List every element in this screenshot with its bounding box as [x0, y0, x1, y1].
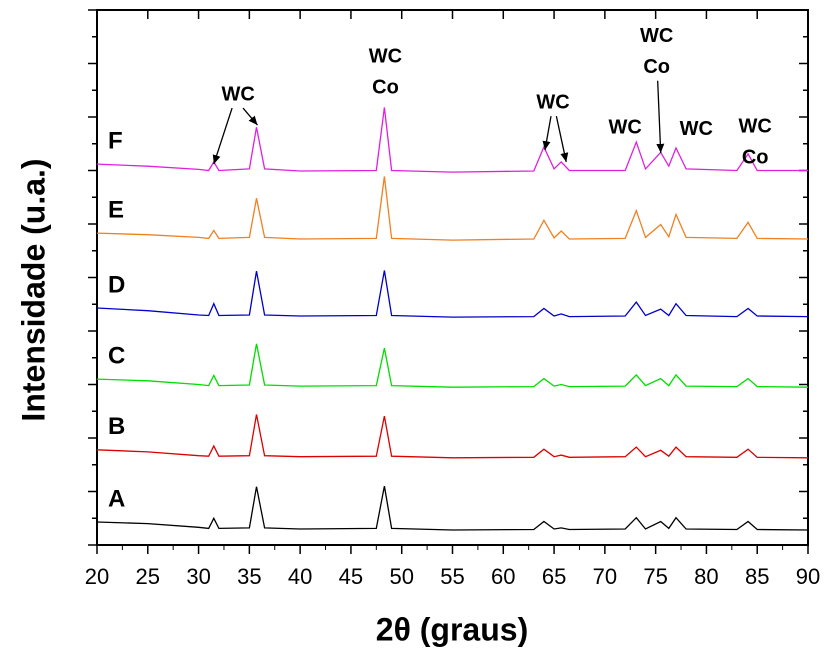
- series-line: [96, 343, 809, 388]
- annotation-arrow: [656, 80, 665, 153]
- x-tick-label: 45: [339, 564, 363, 589]
- x-tick-label: 25: [136, 564, 160, 589]
- series-line: [96, 176, 809, 241]
- annotation: WC: [680, 118, 713, 140]
- x-axis-title: 2θ (graus): [376, 611, 528, 647]
- x-tick-label: 85: [745, 564, 769, 589]
- series-name: D: [108, 271, 125, 298]
- annotation: WC: [609, 117, 642, 139]
- annotation: WC: [369, 45, 402, 67]
- series-line: [96, 414, 809, 459]
- x-tick-label: 75: [643, 564, 667, 589]
- x-tick-label: 20: [85, 564, 109, 589]
- series-line: [96, 107, 808, 173]
- annotation: WC: [536, 91, 569, 113]
- x-tick-label: 30: [186, 564, 210, 589]
- annotation: Co: [643, 56, 670, 78]
- series-line: [96, 270, 809, 318]
- annotation-arrow: [242, 107, 258, 126]
- annotation: WC: [640, 25, 673, 47]
- x-tick-label: 80: [694, 564, 718, 589]
- series-name: A: [108, 485, 125, 512]
- x-tick-label: 55: [440, 564, 464, 589]
- annotation-arrow: [212, 107, 233, 165]
- series-name: C: [108, 342, 125, 369]
- annotation-arrow: [542, 115, 552, 151]
- annotation-arrow: [555, 115, 569, 163]
- x-tick-label: 70: [593, 564, 617, 589]
- series-name: F: [108, 127, 123, 154]
- series-name: E: [108, 196, 124, 223]
- annotation: WC: [222, 83, 255, 105]
- annotation: WC: [739, 115, 772, 137]
- x-tick-label: 50: [389, 564, 413, 589]
- series-line: [96, 485, 809, 531]
- x-tick-label: 60: [491, 564, 515, 589]
- plot-frame: [96, 9, 809, 546]
- x-tick-label: 90: [796, 564, 820, 589]
- y-axis-title: Intensidade (u.a.): [15, 158, 51, 421]
- x-tick-label: 65: [542, 564, 566, 589]
- x-tick-label: 40: [288, 564, 312, 589]
- annotation: Co: [742, 146, 769, 168]
- series-name: B: [108, 413, 125, 440]
- annotation: Co: [372, 76, 399, 98]
- x-tick-label: 35: [237, 564, 261, 589]
